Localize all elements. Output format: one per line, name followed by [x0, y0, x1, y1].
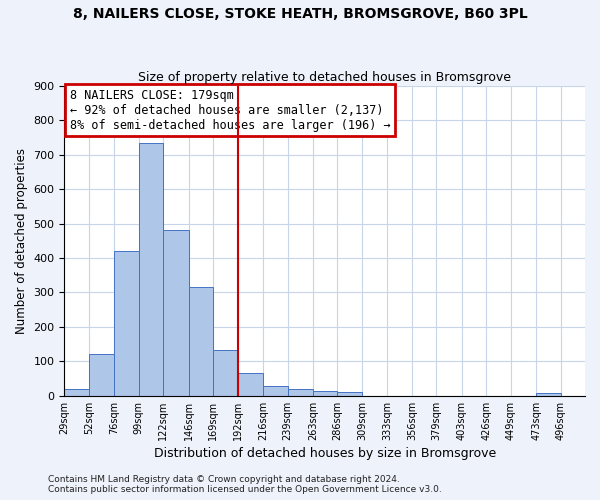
- Bar: [238, 374, 263, 396]
- Text: 8 NAILERS CLOSE: 179sqm
← 92% of detached houses are smaller (2,137)
8% of semi-: 8 NAILERS CLOSE: 179sqm ← 92% of detache…: [70, 89, 390, 132]
- Bar: [139, 142, 163, 396]
- Bar: [263, 386, 287, 396]
- Text: 8, NAILERS CLOSE, STOKE HEATH, BROMSGROVE, B60 3PL: 8, NAILERS CLOSE, STOKE HEATH, BROMSGROV…: [73, 8, 527, 22]
- Text: Contains HM Land Registry data © Crown copyright and database right 2024.
Contai: Contains HM Land Registry data © Crown c…: [48, 474, 442, 494]
- Bar: [89, 354, 115, 396]
- X-axis label: Distribution of detached houses by size in Bromsgrove: Distribution of detached houses by size …: [154, 447, 496, 460]
- Title: Size of property relative to detached houses in Bromsgrove: Size of property relative to detached ho…: [138, 72, 511, 85]
- Bar: [213, 350, 238, 396]
- Bar: [115, 251, 139, 396]
- Bar: [287, 389, 313, 396]
- Bar: [189, 287, 213, 396]
- Bar: [64, 389, 89, 396]
- Bar: [313, 390, 337, 396]
- Bar: [163, 230, 189, 396]
- Y-axis label: Number of detached properties: Number of detached properties: [15, 148, 28, 334]
- Bar: [337, 392, 362, 396]
- Bar: [536, 393, 560, 396]
